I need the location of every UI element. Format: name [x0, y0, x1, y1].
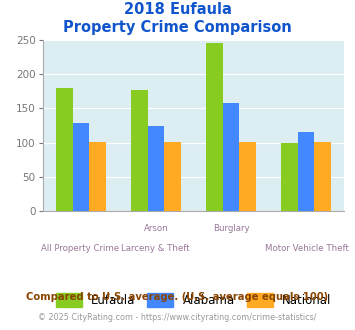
- Text: 2018 Eufaula: 2018 Eufaula: [124, 2, 231, 16]
- Bar: [164, 142, 181, 211]
- Bar: [148, 126, 164, 211]
- Text: Larceny & Theft: Larceny & Theft: [121, 244, 190, 253]
- Bar: [206, 43, 223, 211]
- Text: © 2025 CityRating.com - https://www.cityrating.com/crime-statistics/: © 2025 CityRating.com - https://www.city…: [38, 313, 317, 322]
- Bar: [314, 142, 331, 211]
- Text: Burglary: Burglary: [213, 224, 250, 233]
- Bar: [223, 103, 239, 211]
- Bar: [73, 123, 89, 211]
- Text: Property Crime Comparison: Property Crime Comparison: [63, 20, 292, 35]
- Bar: [131, 90, 148, 211]
- Bar: [56, 88, 73, 211]
- Text: All Property Crime: All Property Crime: [41, 244, 119, 253]
- Text: Compared to U.S. average. (U.S. average equals 100): Compared to U.S. average. (U.S. average …: [26, 292, 329, 302]
- Bar: [297, 132, 314, 211]
- Bar: [281, 143, 297, 211]
- Bar: [239, 142, 256, 211]
- Text: Arson: Arson: [143, 224, 168, 233]
- Bar: [89, 142, 106, 211]
- Legend: Eufaula, Alabama, National: Eufaula, Alabama, National: [51, 288, 336, 312]
- Text: Motor Vehicle Theft: Motor Vehicle Theft: [265, 244, 349, 253]
